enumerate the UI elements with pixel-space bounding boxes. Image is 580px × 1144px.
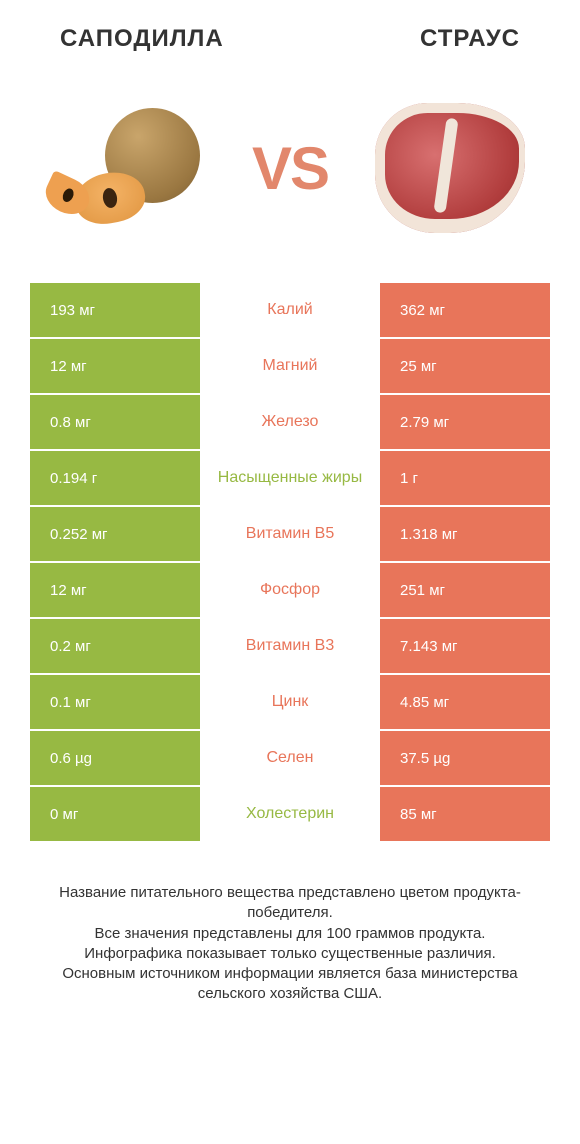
right-value-cell: 85 мг	[380, 787, 550, 841]
table-row: 0.6 µgСелен37.5 µg	[30, 731, 550, 787]
meat-icon	[365, 93, 535, 243]
nutrient-label: Цинк	[200, 675, 380, 729]
nutrient-label: Магний	[200, 339, 380, 393]
right-value-cell: 2.79 мг	[380, 395, 550, 449]
table-row: 0.252 мгВитамин B51.318 мг	[30, 507, 550, 563]
table-row: 12 мгМагний25 мг	[30, 339, 550, 395]
right-value-cell: 4.85 мг	[380, 675, 550, 729]
right-value-cell: 25 мг	[380, 339, 550, 393]
right-value-cell: 1.318 мг	[380, 507, 550, 561]
nutrient-label: Фосфор	[200, 563, 380, 617]
left-value-cell: 0.2 мг	[30, 619, 200, 673]
nutrient-label: Насыщенные жиры	[200, 451, 380, 505]
right-value-cell: 362 мг	[380, 283, 550, 337]
nutrient-label: Селен	[200, 731, 380, 785]
table-row: 0.194 гНасыщенные жиры1 г	[30, 451, 550, 507]
table-row: 193 мгКалий362 мг	[30, 283, 550, 339]
left-product-title: САПОДИЛЛА	[60, 25, 224, 53]
footer-line: Все значения представлены для 100 граммо…	[30, 924, 550, 944]
footer-line: Основным источником информации является …	[30, 964, 550, 1005]
comparison-table: 193 мгКалий362 мг12 мгМагний25 мг0.8 мгЖ…	[0, 283, 580, 843]
images-row: VS	[0, 63, 580, 283]
left-product-image	[40, 93, 220, 243]
left-value-cell: 12 мг	[30, 339, 200, 393]
table-row: 0.8 мгЖелезо2.79 мг	[30, 395, 550, 451]
left-value-cell: 0.194 г	[30, 451, 200, 505]
table-row: 0 мгХолестерин85 мг	[30, 787, 550, 843]
table-row: 0.1 мгЦинк4.85 мг	[30, 675, 550, 731]
sapodilla-icon	[40, 98, 220, 238]
right-product-image	[360, 93, 540, 243]
header: САПОДИЛЛА СТРАУС	[0, 0, 580, 63]
right-value-cell: 7.143 мг	[380, 619, 550, 673]
nutrient-label: Витамин B5	[200, 507, 380, 561]
left-value-cell: 0.252 мг	[30, 507, 200, 561]
footer-notes: Название питательного вещества представл…	[0, 843, 580, 1005]
table-row: 0.2 мгВитамин B37.143 мг	[30, 619, 550, 675]
footer-line: Инфографика показывает только существенн…	[30, 944, 550, 964]
left-value-cell: 0.1 мг	[30, 675, 200, 729]
footer-line: Название питательного вещества представл…	[30, 883, 550, 924]
nutrient-label: Холестерин	[200, 787, 380, 841]
vs-label: VS	[252, 134, 328, 203]
table-row: 12 мгФосфор251 мг	[30, 563, 550, 619]
left-value-cell: 193 мг	[30, 283, 200, 337]
right-product-title: СТРАУС	[420, 25, 520, 53]
right-value-cell: 37.5 µg	[380, 731, 550, 785]
nutrient-label: Витамин B3	[200, 619, 380, 673]
right-value-cell: 251 мг	[380, 563, 550, 617]
right-value-cell: 1 г	[380, 451, 550, 505]
left-value-cell: 0 мг	[30, 787, 200, 841]
left-value-cell: 0.6 µg	[30, 731, 200, 785]
nutrient-label: Калий	[200, 283, 380, 337]
left-value-cell: 0.8 мг	[30, 395, 200, 449]
nutrient-label: Железо	[200, 395, 380, 449]
left-value-cell: 12 мг	[30, 563, 200, 617]
